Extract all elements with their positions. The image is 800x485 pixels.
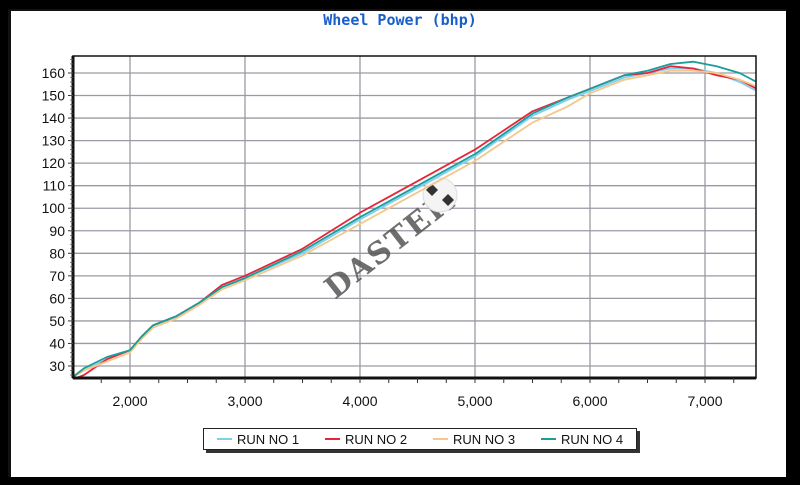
y-tick-label: 60 <box>49 290 65 306</box>
y-tick-label: 130 <box>42 133 66 149</box>
y-tick-label: 70 <box>49 268 65 284</box>
legend-swatch <box>540 438 556 440</box>
chart-title: Wheel Power (bhp) <box>323 11 477 29</box>
y-tick-label: 110 <box>43 178 66 194</box>
x-tick-label: 5,000 <box>457 393 492 409</box>
legend-swatch <box>216 438 232 440</box>
y-tick-label: 40 <box>49 335 65 351</box>
series-lines <box>73 60 756 378</box>
y-tick-label: 90 <box>49 223 65 239</box>
x-tick-label: 3,000 <box>227 393 262 409</box>
y-tick-label: 100 <box>42 200 66 216</box>
grid <box>73 56 756 378</box>
y-tick-label: 140 <box>42 110 66 126</box>
legend: RUN NO 1 RUN NO 2 RUN NO 3 RUN NO 4 <box>203 428 637 450</box>
legend-item-run4: RUN NO 4 <box>540 431 624 447</box>
legend-item-run3: RUN NO 3 <box>432 431 516 447</box>
series-line-run4 <box>73 60 756 378</box>
legend-swatch <box>324 438 340 440</box>
legend-label: RUN NO 4 <box>560 431 624 447</box>
series-line-run3 <box>73 69 756 378</box>
y-tick-label: 150 <box>42 88 66 104</box>
legend-item-run2: RUN NO 2 <box>324 431 408 447</box>
x-tick-label: 4,000 <box>342 393 377 409</box>
y-tick-label: 30 <box>49 358 65 374</box>
legend-item-run1: RUN NO 1 <box>216 431 300 447</box>
legend-label: RUN NO 1 <box>236 431 300 447</box>
chart-page <box>8 9 786 477</box>
legend-label: RUN NO 2 <box>344 431 408 447</box>
x-tick-label: 6,000 <box>572 393 607 409</box>
y-tick-label: 160 <box>42 65 66 81</box>
y-tick-label: 120 <box>42 155 66 171</box>
y-tick-label: 80 <box>49 245 65 261</box>
y-tick-label: 50 <box>49 313 65 329</box>
legend-label: RUN NO 3 <box>452 431 516 447</box>
x-tick-label: 2,000 <box>112 393 147 409</box>
axis-ticks: 30 40 50 60 70 80 90 100 110 120 130 140 150 160 2,000… <box>42 59 735 409</box>
x-tick-label: 7,000 <box>687 393 722 409</box>
legend-swatch <box>432 438 448 440</box>
